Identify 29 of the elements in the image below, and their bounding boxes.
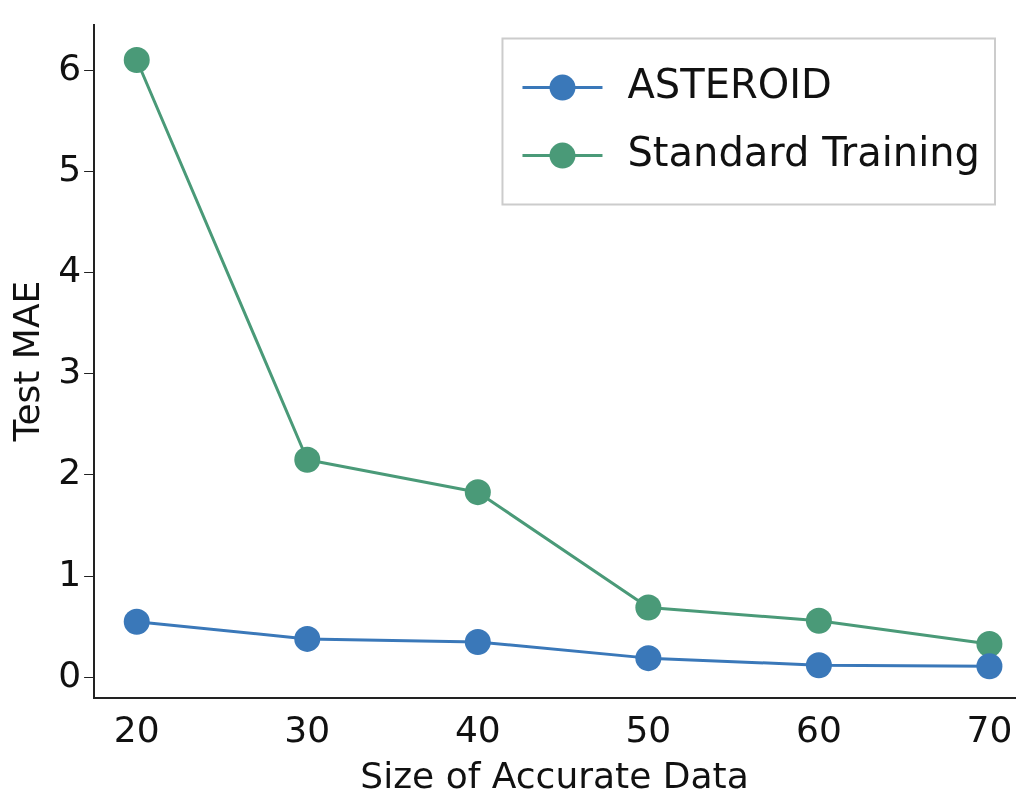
x-axis-title: Size of Accurate Data — [360, 754, 749, 796]
x-tick-label: 50 — [625, 708, 672, 750]
y-tick-label: 6 — [58, 46, 82, 88]
point — [123, 47, 150, 74]
x-tick-label: 30 — [284, 708, 331, 750]
y-tick-label: 3 — [58, 350, 82, 392]
point — [635, 594, 662, 621]
legend-label: Standard Training — [627, 128, 981, 175]
y-axis-title: Test MAE — [5, 280, 47, 443]
point — [123, 608, 150, 635]
point — [635, 645, 662, 672]
x-tick-label: 70 — [966, 708, 1013, 750]
point — [294, 446, 321, 473]
x-tick-label: 40 — [454, 708, 501, 750]
x-tick-label: 20 — [113, 708, 160, 750]
point — [976, 630, 1003, 657]
point — [976, 653, 1003, 680]
y-tick-label: 1 — [58, 552, 82, 594]
y-tick-label: 5 — [58, 147, 82, 189]
point — [805, 652, 832, 679]
legend-label: ASTEROID — [627, 60, 832, 107]
point — [464, 479, 491, 506]
y-tick-label: 0 — [58, 653, 82, 695]
y-tick-label: 2 — [58, 451, 82, 493]
y-tick-label: 4 — [58, 248, 82, 290]
x-tick-label: 60 — [795, 708, 842, 750]
point — [464, 628, 491, 655]
point — [294, 625, 321, 652]
point — [805, 607, 832, 634]
